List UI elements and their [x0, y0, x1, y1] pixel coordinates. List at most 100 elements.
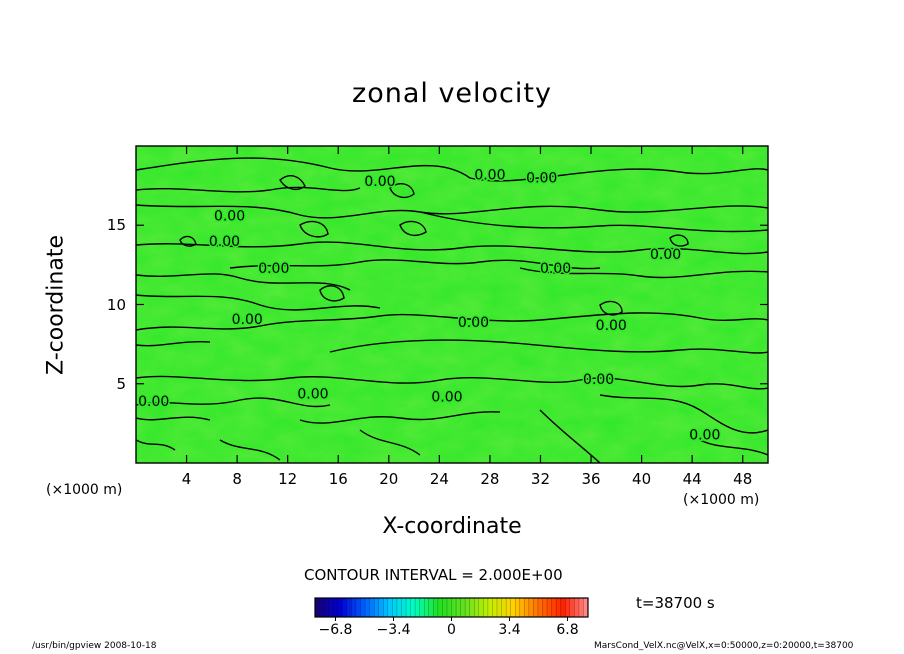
contour-label: 0.00	[364, 174, 395, 190]
contour-line	[179, 235, 197, 247]
colorbar-segment	[533, 598, 539, 617]
contour-label: 0.00	[583, 372, 614, 388]
contour-line	[136, 397, 331, 408]
contour-line	[136, 186, 361, 193]
colorbar-segment	[419, 598, 425, 617]
colorbar-segment	[528, 598, 534, 617]
colorbar-segment	[442, 598, 448, 617]
tick-marks	[136, 146, 768, 463]
colorbar-segment	[319, 598, 325, 617]
colorbar-segment	[342, 598, 348, 617]
contour-label: 0.00	[474, 168, 505, 184]
y-axis-unit: (×1000 m)	[683, 492, 760, 508]
contour-line	[399, 220, 427, 237]
colorbar-segment	[487, 598, 493, 617]
colorbar-segment	[360, 598, 366, 617]
colorbar-segment	[524, 598, 530, 617]
contour-label: 0.00	[232, 312, 263, 328]
colorbar-segment	[387, 598, 393, 617]
colorbar-tick-label: 3.4	[498, 622, 521, 638]
colorbar-segment	[547, 598, 552, 617]
contour-label: 0.00	[297, 386, 328, 402]
x-axis-unit: (×1000 m)	[46, 482, 123, 498]
colorbar-segment	[551, 598, 557, 617]
x-tick-label: 44	[682, 470, 702, 488]
x-tick-label: 12	[278, 470, 298, 488]
contour-line	[136, 439, 176, 451]
x-tick-label: 8	[232, 470, 242, 488]
contour-line	[319, 285, 345, 302]
contour-line	[329, 339, 768, 354]
colorbar-segment	[351, 598, 357, 617]
colorbar-segment	[383, 598, 389, 617]
colorbar-segment	[556, 598, 562, 617]
contour-label: 0.00	[689, 427, 720, 443]
contour-line	[599, 300, 623, 316]
colorbar-segment	[483, 598, 489, 617]
contour-labels: 0.00 0.00 0.00 0.00 0.00 0.00 0.00 0.00 0.00 0.00…	[137, 166, 722, 445]
contour-line	[419, 211, 768, 233]
chart-title: zonal velocity	[352, 78, 552, 109]
colorbar-segment	[519, 598, 525, 617]
colorbar-segment	[396, 598, 402, 617]
colorbar-segment	[374, 598, 380, 617]
contour-line	[136, 416, 211, 421]
colorbar-segment	[583, 598, 589, 617]
colorbar-segment	[333, 598, 339, 617]
x-tick-label: 28	[480, 470, 500, 488]
x-tick-label: 40	[632, 470, 652, 488]
colorbar-segment	[315, 598, 320, 617]
x-tick-label: 16	[328, 470, 348, 488]
colorbar-segment	[451, 598, 457, 617]
contour-label: 0.00	[596, 318, 627, 334]
colorbar-segment	[446, 598, 452, 617]
colorbar-segment	[369, 598, 375, 617]
y-tick-label: 15	[106, 216, 126, 235]
colorbar-segment	[460, 598, 466, 617]
colorbar-tick-label: 0	[447, 622, 456, 638]
y-tick-label: 10	[106, 295, 126, 314]
x-tick-label: 20	[379, 470, 399, 488]
footer-source: MarsCond_VelX.nc@VelX,x=0:50000,z=0:2000…	[594, 641, 854, 651]
contour-line	[699, 439, 768, 456]
contour-interval-label: CONTOUR INTERVAL = 2.000E+00	[304, 566, 563, 584]
x-tick-label: 4	[181, 470, 192, 488]
contour-line	[669, 234, 689, 247]
velocity-field	[136, 146, 768, 463]
colorbar-segment	[565, 598, 571, 617]
colorbar-segment	[510, 598, 516, 617]
colorbar-segment	[328, 598, 334, 617]
colorbar-segment	[324, 598, 330, 617]
colorbar-segment	[346, 598, 352, 617]
contour-label: 0.00	[526, 171, 557, 187]
colorbar-segment	[506, 598, 512, 617]
contour-line	[299, 411, 501, 424]
x-tick-label: 24	[429, 470, 449, 488]
contour-label: 0.00	[540, 261, 571, 277]
contour-label: 0.00	[138, 394, 169, 410]
colorbar-segment	[433, 598, 439, 617]
contour-line	[136, 312, 768, 331]
contour-line	[136, 157, 768, 182]
colorbar-segment	[492, 598, 498, 617]
colorbar-tick-label: −6.8	[318, 622, 353, 638]
colorbar-segment	[501, 598, 507, 617]
colorbar-segment	[355, 598, 361, 617]
colorbar-segment	[392, 598, 398, 617]
colorbar-tick-label: 6.8	[556, 622, 579, 638]
colorbar-segment	[515, 598, 521, 617]
colorbar-segment	[365, 598, 370, 617]
contour-line	[136, 375, 768, 390]
contour-line	[539, 409, 601, 463]
colorbar	[314, 597, 589, 621]
colorbar-segment	[560, 598, 566, 617]
contour-line	[389, 183, 415, 199]
y-tick-label: 5	[116, 374, 126, 393]
colorbar-segment	[537, 598, 543, 617]
contour-line	[279, 175, 306, 191]
footer-command: /usr/bin/gpview 2008-10-18	[32, 641, 157, 651]
colorbar-segment	[542, 598, 548, 617]
colorbar-tick-label: −3.4	[376, 622, 411, 638]
colorbar-segment	[428, 598, 434, 617]
colorbar-segment	[378, 598, 384, 617]
